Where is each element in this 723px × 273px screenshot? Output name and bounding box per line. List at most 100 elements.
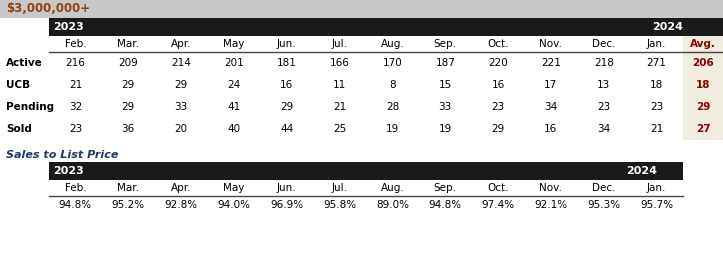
Text: Sep.: Sep. bbox=[434, 39, 457, 49]
Text: 29: 29 bbox=[121, 102, 135, 112]
Text: Apr.: Apr. bbox=[171, 39, 192, 49]
Text: Nov.: Nov. bbox=[539, 183, 562, 193]
Text: 23: 23 bbox=[492, 102, 505, 112]
Text: $3,000,000+: $3,000,000+ bbox=[6, 2, 90, 16]
Text: Jul.: Jul. bbox=[332, 183, 348, 193]
Text: Jan.: Jan. bbox=[647, 39, 667, 49]
Text: 95.8%: 95.8% bbox=[323, 200, 356, 210]
Text: 28: 28 bbox=[386, 102, 399, 112]
Text: Apr.: Apr. bbox=[171, 183, 192, 193]
Text: 95.7%: 95.7% bbox=[640, 200, 673, 210]
Text: 21: 21 bbox=[333, 102, 346, 112]
Text: 18: 18 bbox=[696, 80, 710, 90]
Text: Aug.: Aug. bbox=[380, 39, 404, 49]
Text: 166: 166 bbox=[330, 58, 349, 68]
Text: 21: 21 bbox=[69, 80, 82, 90]
Text: 29: 29 bbox=[696, 102, 710, 112]
Text: 218: 218 bbox=[594, 58, 614, 68]
Text: 16: 16 bbox=[492, 80, 505, 90]
Text: 92.1%: 92.1% bbox=[534, 200, 568, 210]
Text: 8: 8 bbox=[389, 80, 395, 90]
Text: 206: 206 bbox=[692, 58, 714, 68]
Text: Feb.: Feb. bbox=[64, 183, 86, 193]
Text: Oct.: Oct. bbox=[487, 183, 509, 193]
Text: 18: 18 bbox=[650, 80, 663, 90]
Text: 25: 25 bbox=[333, 124, 346, 134]
Text: 34: 34 bbox=[544, 102, 557, 112]
Text: 34: 34 bbox=[597, 124, 610, 134]
Text: 2023: 2023 bbox=[53, 22, 84, 32]
Bar bbox=[683, 36, 723, 140]
Text: 33: 33 bbox=[174, 102, 188, 112]
Text: Jul.: Jul. bbox=[332, 39, 348, 49]
Text: 201: 201 bbox=[224, 58, 244, 68]
Text: 19: 19 bbox=[386, 124, 399, 134]
Text: Jan.: Jan. bbox=[647, 183, 667, 193]
Text: 209: 209 bbox=[119, 58, 138, 68]
Text: 44: 44 bbox=[280, 124, 294, 134]
Text: 20: 20 bbox=[174, 124, 188, 134]
Text: 96.9%: 96.9% bbox=[270, 200, 304, 210]
Bar bbox=[0, 0, 723, 18]
Text: 220: 220 bbox=[488, 58, 508, 68]
Bar bbox=[49, 162, 683, 180]
Text: 15: 15 bbox=[439, 80, 452, 90]
Text: 2023: 2023 bbox=[53, 166, 84, 176]
Text: May: May bbox=[223, 183, 244, 193]
Text: Active: Active bbox=[6, 58, 43, 68]
Text: 94.8%: 94.8% bbox=[59, 200, 92, 210]
Text: Sales to List Price: Sales to List Price bbox=[6, 150, 119, 160]
Text: 13: 13 bbox=[597, 80, 610, 90]
Text: Mar.: Mar. bbox=[117, 39, 140, 49]
Text: 95.3%: 95.3% bbox=[587, 200, 620, 210]
Text: Pending: Pending bbox=[6, 102, 54, 112]
Text: Mar.: Mar. bbox=[117, 183, 140, 193]
Text: 16: 16 bbox=[280, 80, 294, 90]
Text: UCB: UCB bbox=[6, 80, 30, 90]
Text: Oct.: Oct. bbox=[487, 39, 509, 49]
Text: Dec.: Dec. bbox=[592, 39, 615, 49]
Text: 27: 27 bbox=[696, 124, 710, 134]
Text: 29: 29 bbox=[492, 124, 505, 134]
Text: 32: 32 bbox=[69, 102, 82, 112]
Text: 11: 11 bbox=[333, 80, 346, 90]
Text: 221: 221 bbox=[541, 58, 561, 68]
Text: 33: 33 bbox=[439, 102, 452, 112]
Text: 94.0%: 94.0% bbox=[218, 200, 250, 210]
Text: 29: 29 bbox=[174, 80, 188, 90]
Text: 41: 41 bbox=[227, 102, 241, 112]
Text: Avg.: Avg. bbox=[690, 39, 716, 49]
Text: Sep.: Sep. bbox=[434, 183, 457, 193]
Text: 214: 214 bbox=[171, 58, 191, 68]
Text: 89.0%: 89.0% bbox=[376, 200, 409, 210]
Text: 2024: 2024 bbox=[626, 166, 657, 176]
Text: Feb.: Feb. bbox=[64, 39, 86, 49]
Text: 187: 187 bbox=[435, 58, 455, 68]
Text: Aug.: Aug. bbox=[380, 183, 404, 193]
Text: 23: 23 bbox=[650, 102, 663, 112]
Text: 21: 21 bbox=[650, 124, 663, 134]
Text: Sold: Sold bbox=[6, 124, 32, 134]
Text: 40: 40 bbox=[227, 124, 241, 134]
Text: 19: 19 bbox=[439, 124, 452, 134]
Text: Jun.: Jun. bbox=[277, 39, 296, 49]
Text: 16: 16 bbox=[544, 124, 557, 134]
Text: 97.4%: 97.4% bbox=[482, 200, 515, 210]
Text: 36: 36 bbox=[121, 124, 135, 134]
Text: 95.2%: 95.2% bbox=[111, 200, 145, 210]
Text: Dec.: Dec. bbox=[592, 183, 615, 193]
Text: 170: 170 bbox=[382, 58, 402, 68]
Text: 24: 24 bbox=[227, 80, 241, 90]
Text: 271: 271 bbox=[646, 58, 667, 68]
Text: 17: 17 bbox=[544, 80, 557, 90]
Bar bbox=[49, 18, 723, 36]
Text: Jun.: Jun. bbox=[277, 183, 296, 193]
Text: 92.8%: 92.8% bbox=[165, 200, 197, 210]
Text: 23: 23 bbox=[69, 124, 82, 134]
Text: 29: 29 bbox=[121, 80, 135, 90]
Text: 94.8%: 94.8% bbox=[429, 200, 462, 210]
Text: 181: 181 bbox=[277, 58, 296, 68]
Text: Nov.: Nov. bbox=[539, 39, 562, 49]
Text: 29: 29 bbox=[280, 102, 294, 112]
Text: 2024: 2024 bbox=[653, 22, 683, 32]
